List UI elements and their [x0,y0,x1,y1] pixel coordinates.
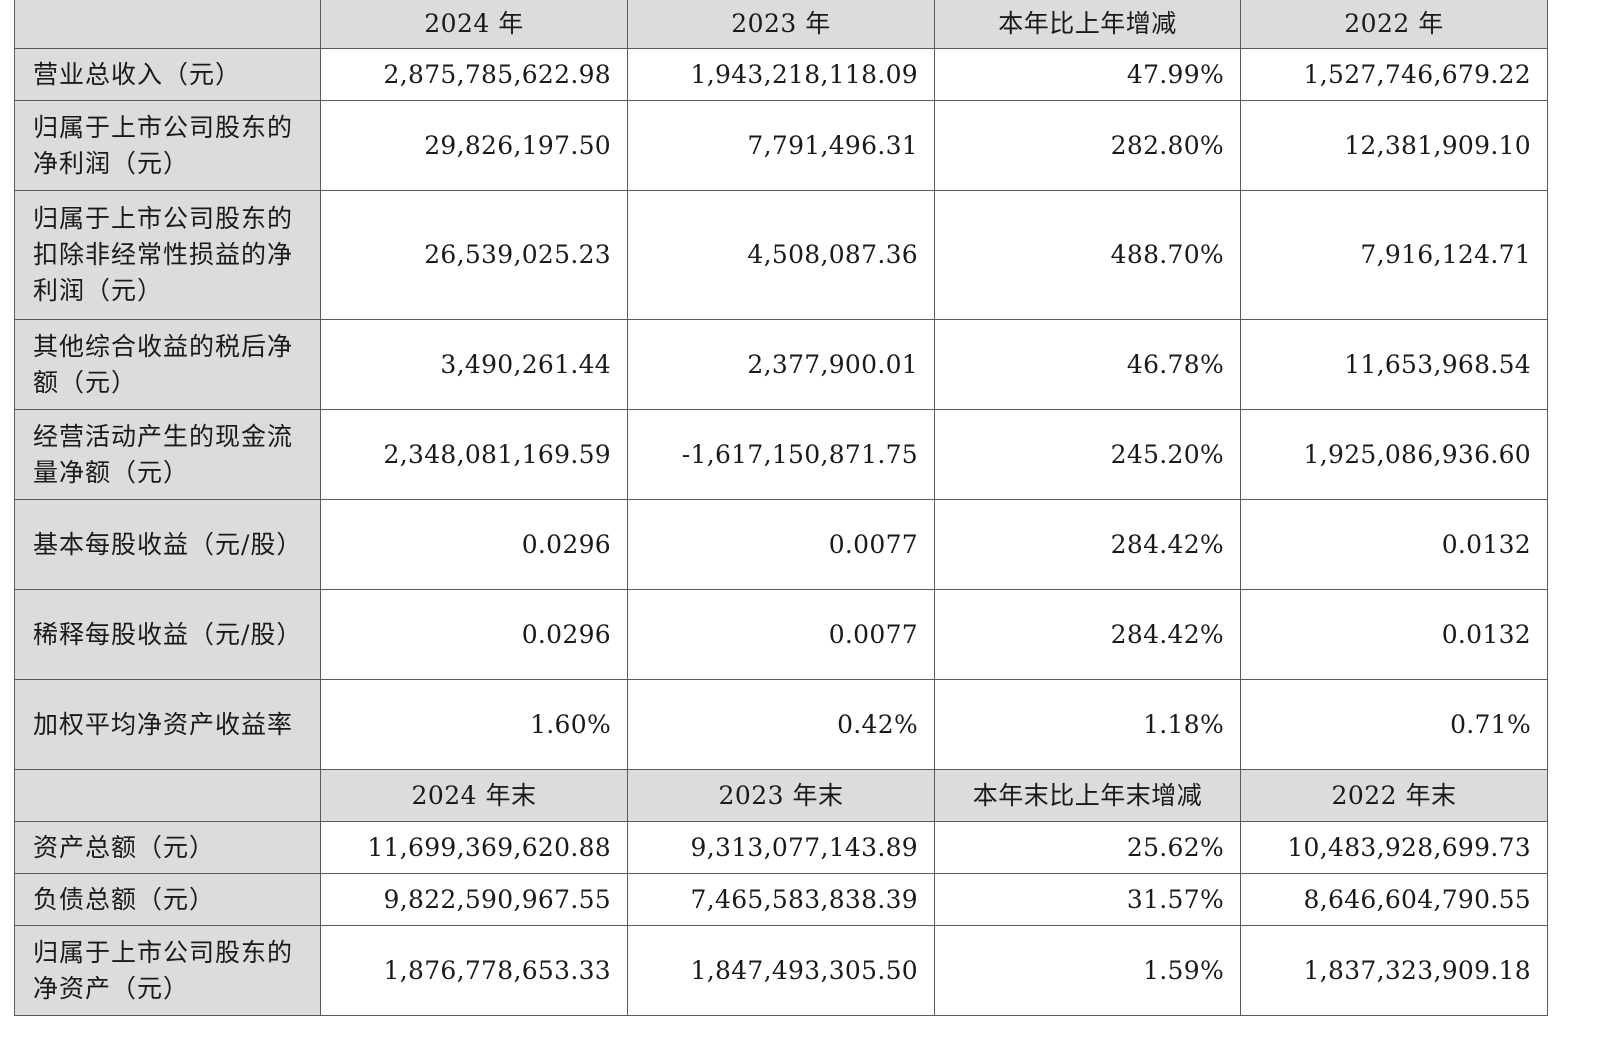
header-2023-year-end: 2023 年末 [627,769,935,822]
table-row-operating-cash-flow: 经营活动产生的现金流量净额（元） 2,348,081,169.59 -1,617… [14,409,1548,500]
table-row-diluted-eps: 稀释每股收益（元/股） 0.0296 0.0077 284.42% 0.0132 [14,589,1548,680]
value-2024: 0.0296 [320,499,628,590]
header-year-end-change: 本年末比上年末增减 [934,769,1241,822]
value-2024: 2,875,785,622.98 [320,48,628,101]
header-blank-cell [14,769,321,822]
header-blank-cell [14,0,321,49]
value-year-end-change: 25.62% [934,821,1241,874]
key-financial-indicators-table: 2024 年 2023 年 本年比上年增减 2022 年 营业总收入（元） 2,… [14,0,1548,1016]
value-yoy-change: 488.70% [934,190,1241,320]
row-label: 加权平均净资产收益率 [14,679,321,770]
row-label: 归属于上市公司股东的净利润（元） [14,100,321,191]
value-2023-year-end: 9,313,077,143.89 [627,821,935,874]
header-2024-year-end: 2024 年末 [320,769,628,822]
table-row-other-comprehensive-income: 其他综合收益的税后净额（元） 3,490,261.44 2,377,900.01… [14,319,1548,410]
table-row-total-assets: 资产总额（元） 11,699,369,620.88 9,313,077,143.… [14,821,1548,874]
value-2024: 26,539,025.23 [320,190,628,320]
value-2023: 4,508,087.36 [627,190,935,320]
value-yoy-change: 46.78% [934,319,1241,410]
value-2023-year-end: 7,465,583,838.39 [627,873,935,926]
header-2022-year-end: 2022 年末 [1240,769,1548,822]
value-2023: -1,617,150,871.75 [627,409,935,500]
row-label: 营业总收入（元） [14,48,321,101]
value-yoy-change: 47.99% [934,48,1241,101]
value-2022-year-end: 1,837,323,909.18 [1240,925,1548,1016]
header-2023: 2023 年 [627,0,935,49]
value-2023: 0.42% [627,679,935,770]
value-2023-year-end: 1,847,493,305.50 [627,925,935,1016]
year-end-header-row: 2024 年末 2023 年末 本年末比上年末增减 2022 年末 [14,769,1548,822]
value-yoy-change: 245.20% [934,409,1241,500]
row-label: 归属于上市公司股东的扣除非经常性损益的净利润（元） [14,190,321,320]
header-2022: 2022 年 [1240,0,1548,49]
value-2023: 2,377,900.01 [627,319,935,410]
row-label: 基本每股收益（元/股） [14,499,321,590]
row-label: 资产总额（元） [14,821,321,874]
value-year-end-change: 31.57% [934,873,1241,926]
table-row-weighted-roe: 加权平均净资产收益率 1.60% 0.42% 1.18% 0.71% [14,679,1548,770]
value-2023: 7,791,496.31 [627,100,935,191]
value-2023: 0.0077 [627,499,935,590]
row-label: 经营活动产生的现金流量净额（元） [14,409,321,500]
value-yoy-change: 1.18% [934,679,1241,770]
value-2022-year-end: 10,483,928,699.73 [1240,821,1548,874]
value-yoy-change: 282.80% [934,100,1241,191]
value-2022-year-end: 8,646,604,790.55 [1240,873,1548,926]
value-2024: 0.0296 [320,589,628,680]
row-label: 归属于上市公司股东的净资产（元） [14,925,321,1016]
value-2024: 1.60% [320,679,628,770]
value-2024-year-end: 1,876,778,653.33 [320,925,628,1016]
table-row-total-revenue: 营业总收入（元） 2,875,785,622.98 1,943,218,118.… [14,48,1548,101]
table-row-net-assets: 归属于上市公司股东的净资产（元） 1,876,778,653.33 1,847,… [14,925,1548,1016]
value-2024-year-end: 9,822,590,967.55 [320,873,628,926]
table-row-net-profit-excl-nonrecurring: 归属于上市公司股东的扣除非经常性损益的净利润（元） 26,539,025.23 … [14,190,1548,320]
table-row-total-liabilities: 负债总额（元） 9,822,590,967.55 7,465,583,838.3… [14,873,1548,926]
value-2023: 0.0077 [627,589,935,680]
value-2022: 7,916,124.71 [1240,190,1548,320]
value-yoy-change: 284.42% [934,499,1241,590]
row-label: 其他综合收益的税后净额（元） [14,319,321,410]
value-2022: 11,653,968.54 [1240,319,1548,410]
header-yoy-change: 本年比上年增减 [934,0,1241,49]
value-2024-year-end: 11,699,369,620.88 [320,821,628,874]
table-row-basic-eps: 基本每股收益（元/股） 0.0296 0.0077 284.42% 0.0132 [14,499,1548,590]
row-label: 负债总额（元） [14,873,321,926]
row-label: 稀释每股收益（元/股） [14,589,321,680]
value-2022: 12,381,909.10 [1240,100,1548,191]
value-2022: 0.0132 [1240,499,1548,590]
value-year-end-change: 1.59% [934,925,1241,1016]
table-row-net-profit: 归属于上市公司股东的净利润（元） 29,826,197.50 7,791,496… [14,100,1548,191]
value-yoy-change: 284.42% [934,589,1241,680]
value-2022: 1,527,746,679.22 [1240,48,1548,101]
value-2022: 0.0132 [1240,589,1548,680]
value-2024: 3,490,261.44 [320,319,628,410]
value-2022: 1,925,086,936.60 [1240,409,1548,500]
value-2024: 29,826,197.50 [320,100,628,191]
value-2022: 0.71% [1240,679,1548,770]
value-2024: 2,348,081,169.59 [320,409,628,500]
header-2024: 2024 年 [320,0,628,49]
value-2023: 1,943,218,118.09 [627,48,935,101]
annual-header-row: 2024 年 2023 年 本年比上年增减 2022 年 [14,0,1548,49]
